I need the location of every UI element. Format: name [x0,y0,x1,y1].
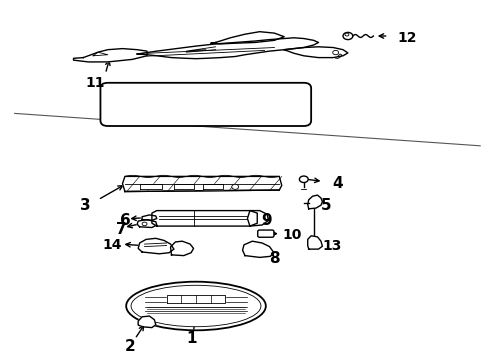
Polygon shape [203,184,223,189]
Polygon shape [308,236,322,249]
Polygon shape [284,47,348,58]
Circle shape [333,50,339,55]
Text: 14: 14 [102,238,122,252]
Polygon shape [122,176,282,192]
Polygon shape [142,215,157,220]
Text: 3: 3 [80,198,91,213]
Text: 2: 2 [124,339,135,354]
Text: 12: 12 [397,31,416,45]
Ellipse shape [126,282,266,330]
Text: 4: 4 [333,176,343,191]
FancyBboxPatch shape [258,230,274,237]
Text: 9: 9 [262,213,272,228]
Polygon shape [138,238,174,254]
FancyBboxPatch shape [100,83,311,126]
Circle shape [232,184,239,189]
Polygon shape [171,241,194,256]
Polygon shape [137,38,318,59]
Text: 13: 13 [322,239,342,252]
Text: 7: 7 [116,222,126,237]
Polygon shape [308,195,322,209]
Polygon shape [140,184,162,189]
Text: 8: 8 [269,251,280,266]
Text: 1: 1 [186,331,196,346]
Polygon shape [211,32,284,44]
Polygon shape [167,295,225,303]
Circle shape [345,33,349,36]
Text: 6: 6 [120,213,130,228]
Polygon shape [74,49,147,62]
Text: 10: 10 [283,228,302,242]
Polygon shape [138,316,156,328]
Polygon shape [152,211,257,226]
Polygon shape [137,220,157,228]
Ellipse shape [131,285,261,327]
Circle shape [142,222,147,226]
Circle shape [343,32,353,40]
Circle shape [299,176,308,183]
Polygon shape [247,211,269,226]
Polygon shape [243,241,273,257]
Polygon shape [174,184,194,189]
Text: 5: 5 [320,198,331,213]
Text: 11: 11 [86,76,105,90]
